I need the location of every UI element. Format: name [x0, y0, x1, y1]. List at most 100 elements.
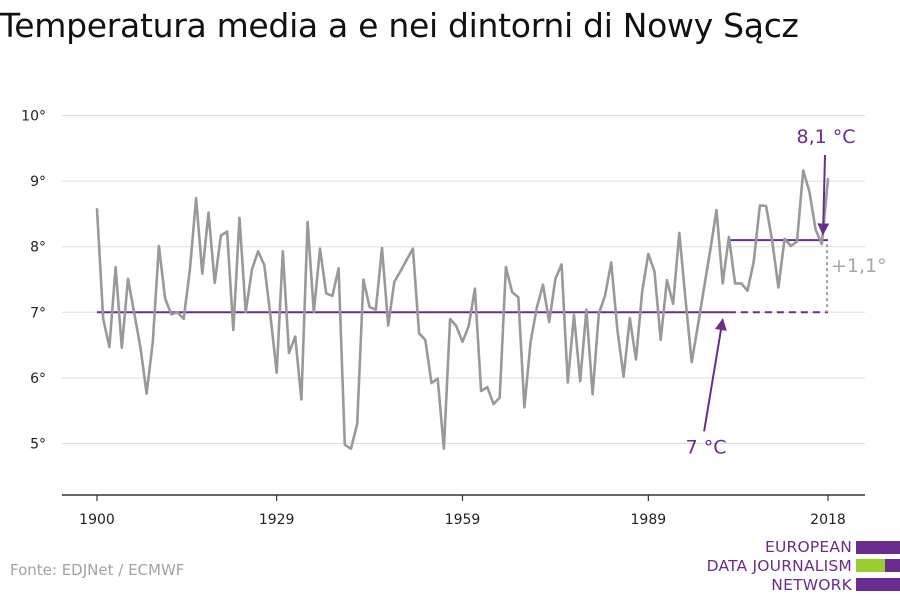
data-point-1975: [560, 263, 563, 266]
data-point-1944: [368, 306, 371, 309]
x-tick-label-1900: 1900: [79, 512, 115, 528]
data-point-1913: [176, 311, 179, 314]
data-point-1918: [207, 211, 210, 214]
data-point-1995: [684, 298, 687, 301]
data-point-1921: [226, 230, 229, 233]
data-point-1936: [319, 247, 322, 250]
x-axis: 1900 1929 1959 1989 2018: [62, 494, 865, 528]
data-point-1969: [523, 406, 526, 409]
data-point-1954: [430, 382, 433, 385]
y-tick-label-5: 5°: [30, 437, 46, 453]
logo-line-data-journalism: DATA JOURNALISM: [706, 557, 852, 575]
data-point-1920: [220, 234, 223, 237]
y-axis: 5° 6° 7° 8° 9° 10°: [21, 109, 46, 453]
data-point-1950: [405, 259, 408, 262]
data-point-2014: [802, 169, 805, 172]
grid-lines: [62, 115, 865, 444]
data-point-1932: [294, 335, 297, 338]
data-point-2008: [765, 205, 768, 208]
data-point-1929: [275, 371, 278, 374]
data-point-1996: [690, 361, 693, 364]
data-point-1943: [362, 278, 365, 281]
data-point-1997: [697, 324, 700, 327]
data-point-1908: [145, 392, 148, 395]
data-point-1906: [133, 312, 136, 315]
data-point-2009: [771, 239, 774, 242]
y-tick-label-6: 6°: [30, 371, 46, 387]
data-point-2002: [728, 236, 731, 239]
data-point-2007: [759, 204, 762, 207]
data-point-1952: [418, 332, 421, 335]
data-point-1901: [102, 318, 105, 321]
data-point-1941: [350, 447, 353, 450]
data-point-1990: [653, 270, 656, 273]
data-point-1957: [449, 318, 452, 321]
data-point-1987: [635, 358, 638, 361]
data-point-1972: [542, 283, 545, 286]
data-point-1988: [641, 290, 644, 293]
data-point-1979: [585, 308, 588, 311]
data-point-2013: [796, 240, 799, 243]
data-point-1964: [492, 403, 495, 406]
data-point-2012: [790, 245, 793, 248]
data-point-1928: [269, 315, 272, 318]
baseline-label: 7 °C: [686, 436, 727, 458]
data-point-1916: [195, 197, 198, 200]
data-point-1998: [703, 286, 706, 289]
data-point-1962: [480, 390, 483, 393]
data-point-1904: [120, 346, 123, 349]
data-point-1949: [399, 270, 402, 273]
y-tick-label-9: 9°: [30, 174, 46, 190]
logo-bar-purple-tip: [885, 559, 900, 572]
data-point-1966: [505, 266, 508, 269]
data-point-1959: [461, 341, 464, 344]
data-point-1912: [170, 313, 173, 316]
data-point-1994: [678, 232, 681, 235]
data-point-1948: [393, 280, 396, 283]
data-point-1911: [164, 297, 167, 300]
data-point-1934: [306, 220, 309, 223]
data-point-1935: [313, 311, 316, 314]
data-point-1945: [374, 308, 377, 311]
data-point-2001: [721, 282, 724, 285]
data-point-1977: [573, 314, 576, 317]
baseline-arrow: [703, 318, 727, 432]
data-point-1978: [579, 380, 582, 383]
data-point-1982: [604, 295, 607, 298]
edjnet-logo[interactable]: EUROPEAN DATA JOURNALISM NETWORK: [700, 538, 900, 596]
recent-average-label: 8,1 °C: [796, 126, 855, 148]
data-point-1991: [659, 339, 662, 342]
data-point-1986: [628, 317, 631, 320]
data-point-2003: [734, 282, 737, 285]
data-point-1933: [300, 398, 303, 401]
data-point-1925: [251, 268, 254, 271]
data-point-1942: [356, 423, 359, 426]
data-point-1993: [672, 302, 675, 305]
data-point-1965: [498, 396, 501, 399]
data-point-1910: [158, 245, 161, 248]
data-point-1917: [201, 272, 204, 275]
data-point-1976: [567, 381, 570, 384]
logo-bar-purple-bottom: [856, 578, 900, 591]
data-point-1905: [127, 278, 130, 281]
data-point-1937: [325, 292, 328, 295]
reference-lines: [97, 239, 829, 314]
data-point-1919: [213, 281, 216, 284]
data-point-1973: [548, 321, 551, 324]
data-point-1902: [108, 346, 111, 349]
data-point-1930: [282, 250, 285, 253]
data-point-1980: [591, 393, 594, 396]
annotations: 7 °C 8,1 °C +1,1°: [686, 126, 887, 458]
data-point-1940: [343, 444, 346, 447]
data-point-1958: [455, 325, 458, 328]
data-point-1947: [387, 324, 390, 327]
data-point-1992: [666, 279, 669, 282]
data-point-1927: [263, 264, 266, 267]
data-point-2000: [715, 209, 718, 212]
data-point-1989: [647, 253, 650, 256]
data-point-1955: [436, 377, 439, 380]
data-point-1963: [486, 386, 489, 389]
x-tick-label-2018: 2018: [810, 512, 846, 528]
x-tick-label-1989: 1989: [631, 512, 667, 528]
